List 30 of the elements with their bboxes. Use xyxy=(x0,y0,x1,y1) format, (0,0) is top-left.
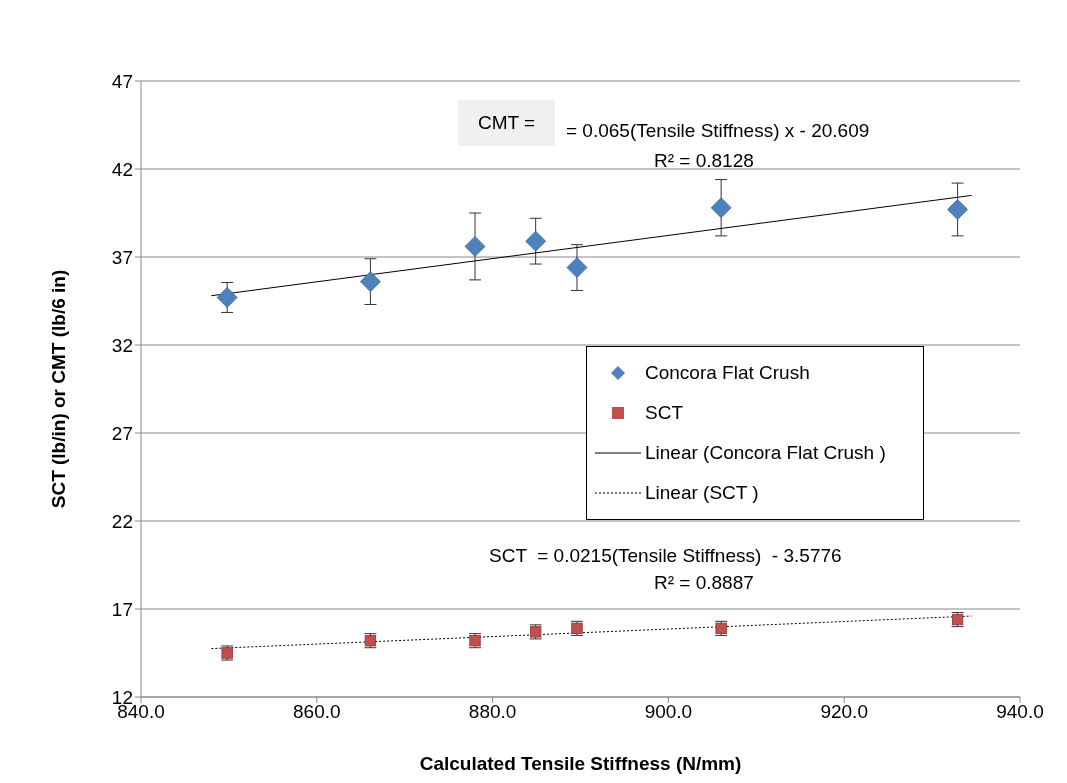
x-tick-label: 920.0 xyxy=(820,701,868,723)
y-tick-label: 17 xyxy=(111,598,133,620)
y-tick-label: 47 xyxy=(111,70,133,92)
y-tick-label: 37 xyxy=(111,246,133,268)
legend-label: Linear (Concora Flat Crush ) xyxy=(645,442,886,464)
annotation: CMT = xyxy=(458,100,556,146)
point xyxy=(947,199,968,220)
y-tick-label: 32 xyxy=(111,334,133,356)
legend-label: Concora Flat Crush xyxy=(645,362,810,384)
annotation: R² = 0.8887 xyxy=(654,572,754,594)
legend-label: SCT xyxy=(645,402,683,424)
legend-label: Linear (SCT ) xyxy=(645,482,759,504)
point xyxy=(566,257,588,278)
annotation: = 0.065(Tensile Stiffness) x - 20.609 xyxy=(566,120,870,142)
annotation: R² = 0.8128 xyxy=(654,150,754,172)
x-axis-title: Calculated Tensile Stiffness (N/mm) xyxy=(419,753,742,774)
point xyxy=(710,197,732,219)
point xyxy=(525,230,547,252)
x-tick-label: 940.0 xyxy=(996,701,1044,723)
point xyxy=(216,287,238,308)
point xyxy=(464,236,486,257)
x-tick-label: 860.0 xyxy=(293,701,341,723)
y-axis-title: SCT (lb/in) or CMT (lb/6 in) xyxy=(47,269,69,509)
y-tick-label: 42 xyxy=(111,158,133,180)
y-tick-label: 27 xyxy=(111,422,133,444)
x-tick-label: 880.0 xyxy=(468,701,517,723)
x-tick-label: 900.0 xyxy=(644,701,693,723)
point xyxy=(360,271,381,293)
annotation: SCT = 0.0215(Tensile Stiffness) - 3.5776 xyxy=(489,545,842,567)
y-tick-label: 22 xyxy=(111,510,133,532)
